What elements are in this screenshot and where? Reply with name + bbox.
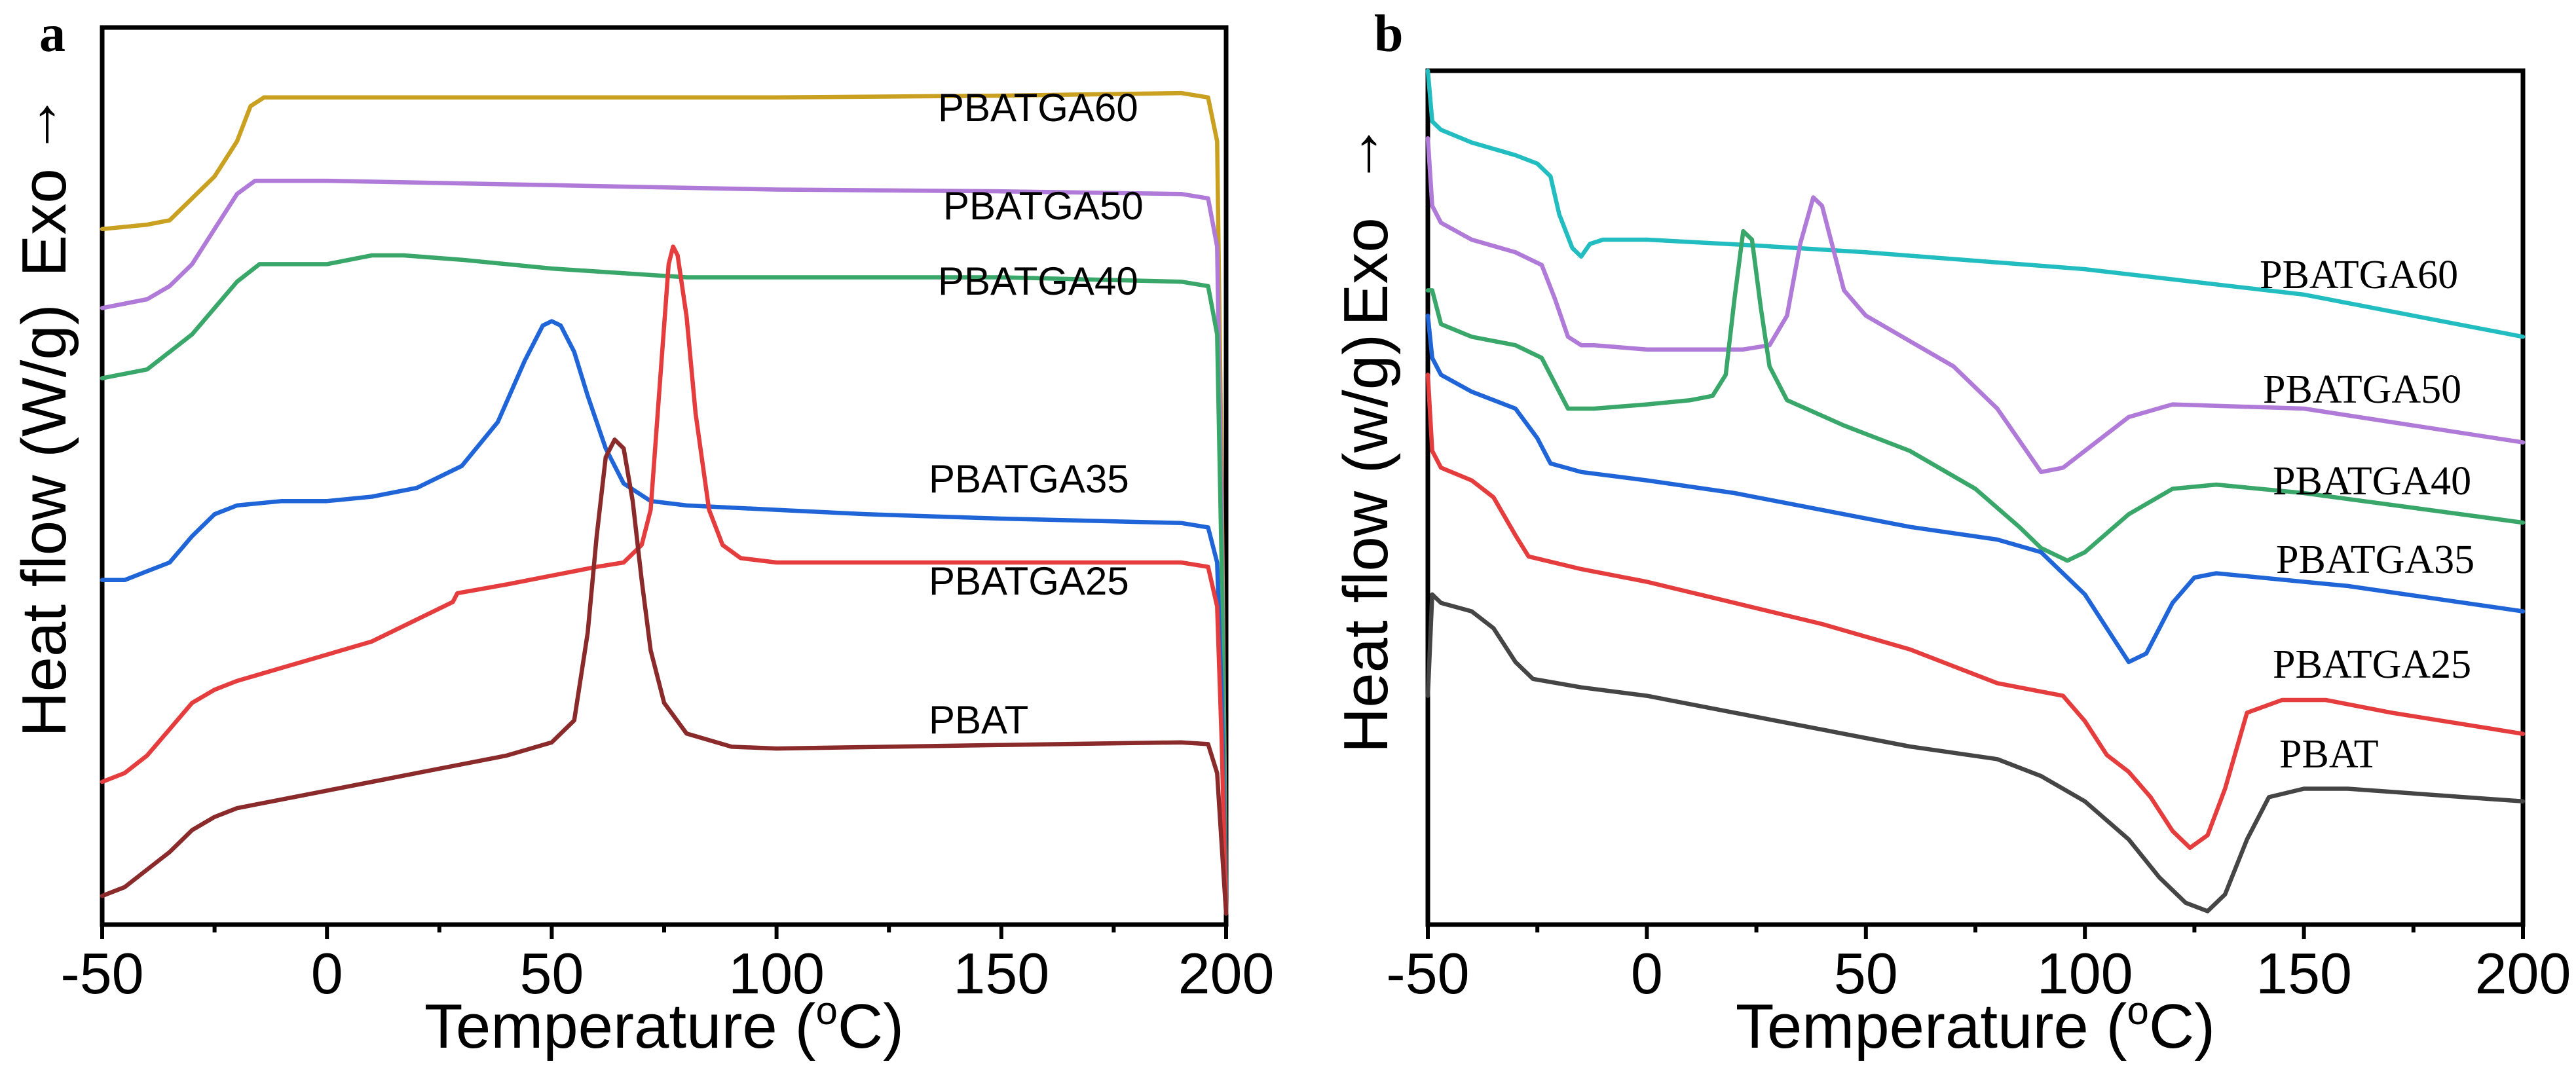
exo-label-a: Exo xyxy=(9,168,79,276)
series-label-a-pbatga25: PBATGA25 xyxy=(929,559,1129,603)
x-tick-label-a-1: 0 xyxy=(311,941,343,1006)
x-axis-label-b: Temperature (oC) xyxy=(1736,989,2215,1061)
exo-label-b: Exo xyxy=(1331,217,1401,325)
series-line-a-pbatga60 xyxy=(100,90,1229,916)
x-axis-label-a: Temperature (oC) xyxy=(424,989,904,1061)
curves-b xyxy=(1425,68,2526,913)
exo-arrow-icon-a: → xyxy=(1,93,71,156)
y-axis-label-a: Heat flow (W/g) xyxy=(9,304,79,737)
x-ticks-a: -50 0 50 100 150 200 xyxy=(60,925,1274,1006)
x-tick-label-b-0: -50 xyxy=(1386,941,1469,1006)
series-line-b-pbatga50 xyxy=(1425,136,2526,475)
exo-group-b: Exo xyxy=(1331,217,1401,325)
panel-letter-b: b xyxy=(1374,5,1404,63)
exo-arrow-a: → xyxy=(1,93,71,156)
x-tick-label-a-4: 150 xyxy=(953,941,1049,1006)
panel-letter-a: a xyxy=(39,5,65,63)
x-tick-label-a-5: 200 xyxy=(1178,941,1275,1006)
series-label-a-pbatga35: PBATGA35 xyxy=(929,457,1129,501)
y-axis-title-b: Heat flow (w/g) xyxy=(1331,334,1401,753)
x-tick-label-b-4: 150 xyxy=(2256,941,2352,1006)
y-axis-label-b: Heat flow (w/g) xyxy=(1331,334,1401,753)
x-tick-label-b-2: 50 xyxy=(1834,941,1898,1006)
series-line-b-pbatga60 xyxy=(1425,68,2526,339)
exo-group-a: Exo xyxy=(9,168,79,276)
series-line-a-pbatga50 xyxy=(100,178,1229,916)
series-line-b-pbatga25 xyxy=(1425,373,2526,851)
y-axis-title-a: Heat flow (W/g) xyxy=(9,304,79,737)
x-tick-label-b-5: 200 xyxy=(2475,941,2571,1006)
x-tick-label-a-0: -50 xyxy=(60,941,143,1006)
series-label-b-pbat: PBAT xyxy=(2279,732,2379,777)
series-label-a-pbatga50: PBATGA50 xyxy=(943,184,1144,228)
series-label-a-pbat: PBAT xyxy=(929,698,1028,742)
series-line-b-pbatga40 xyxy=(1425,229,2526,563)
series-label-b-pbatga50: PBATGA50 xyxy=(2263,367,2461,412)
panel-a: a Heat flow (W/g) Exo → -50 0 50 100 150 200 … xyxy=(1,5,1274,1061)
series-line-a-pbatga35 xyxy=(100,319,1229,916)
exo-arrow-icon-b: → xyxy=(1323,122,1393,185)
exo-arrow-b: → xyxy=(1323,122,1393,185)
x-tick-label-b-1: 0 xyxy=(1631,941,1663,1006)
series-label-b-pbatga40: PBATGA40 xyxy=(2273,459,2471,504)
series-line-a-pbatga25 xyxy=(100,244,1229,916)
x-tick-label-a-2: 50 xyxy=(519,941,584,1006)
x-ticks-b: -50 0 50 100 150 200 xyxy=(1386,925,2571,1006)
series-label-b-pbatga25: PBATGA25 xyxy=(2273,642,2471,687)
x-tick-label-b-3: 100 xyxy=(2037,941,2133,1006)
x-tick-label-a-3: 100 xyxy=(728,941,825,1006)
series-line-a-pbat xyxy=(100,437,1229,916)
series-line-b-pbat xyxy=(1425,592,2526,913)
series-line-b-pbatga35 xyxy=(1425,313,2526,665)
series-label-a-pbatga40: PBATGA40 xyxy=(938,259,1138,303)
series-label-b-pbatga35: PBATGA35 xyxy=(2276,538,2474,582)
panel-b: b Heat flow (w/g) Exo → -50 0 50 100 150 200 … xyxy=(1323,5,2571,1061)
series-line-a-pbatga40 xyxy=(100,253,1229,916)
series-label-b-pbatga60: PBATGA60 xyxy=(2260,253,2458,297)
curves-a xyxy=(100,90,1229,916)
series-label-a-pbatga60: PBATGA60 xyxy=(938,86,1138,130)
